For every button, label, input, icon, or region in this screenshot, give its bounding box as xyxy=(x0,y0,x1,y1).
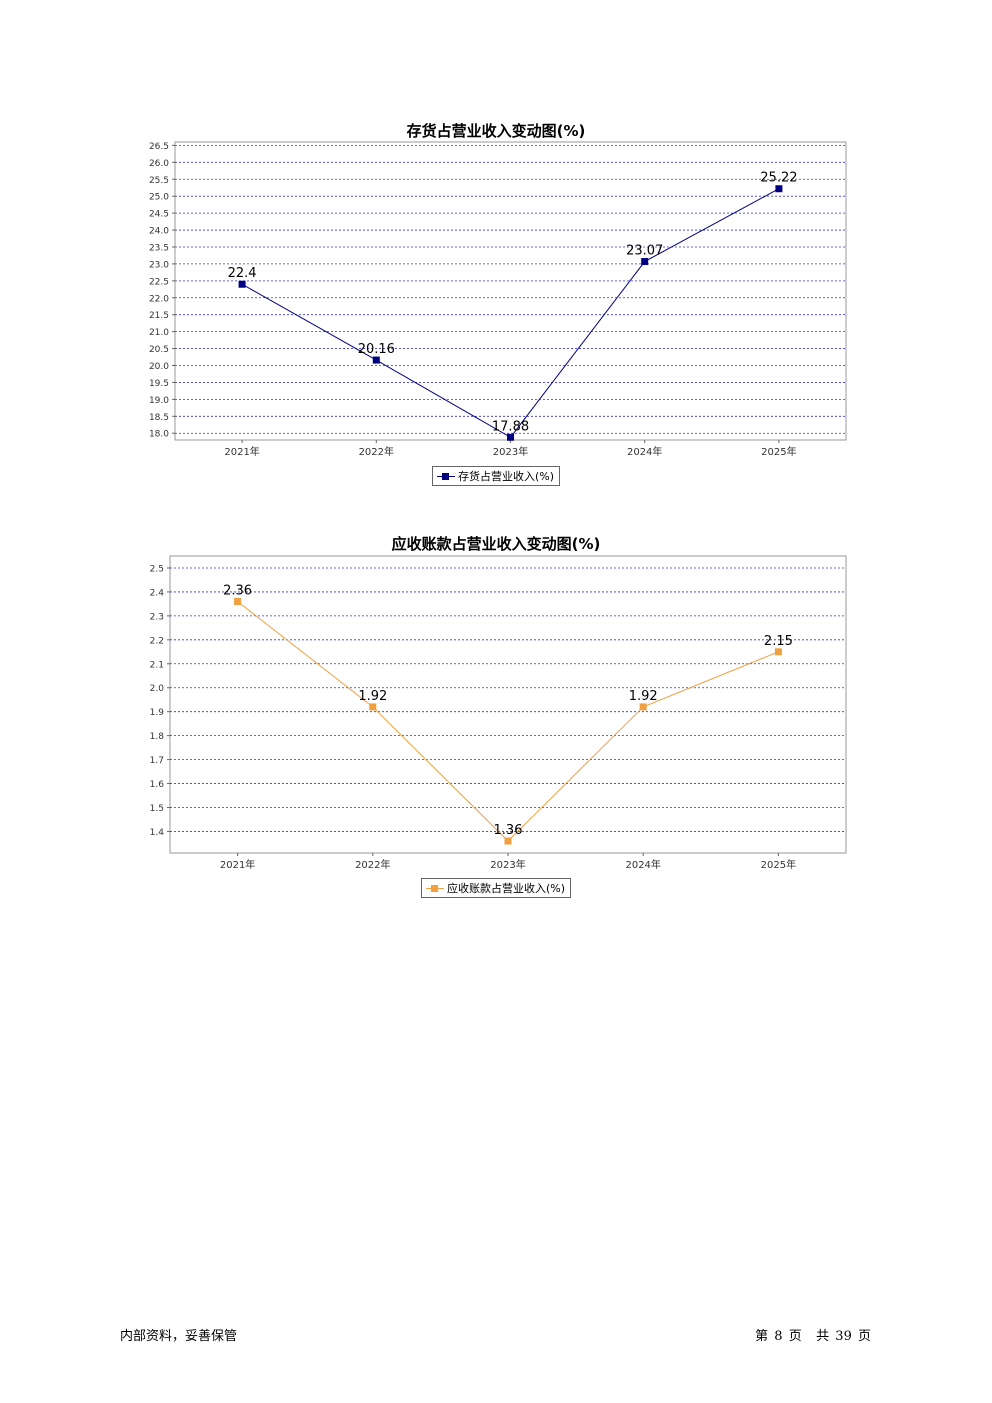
x-tick-label: 2021年 xyxy=(220,858,255,871)
data-label: 17.88 xyxy=(492,419,529,434)
chart-title: 存货占营业收入变动图(%) xyxy=(406,122,586,140)
x-tick-label: 2023年 xyxy=(493,445,528,458)
data-point xyxy=(775,185,783,193)
y-tick-label: 21.0 xyxy=(149,328,169,338)
y-tick-label: 22.5 xyxy=(149,277,169,287)
plot-area xyxy=(169,555,847,854)
y-tick-label: 23.0 xyxy=(149,260,169,270)
data-label: 1.92 xyxy=(358,689,387,704)
x-tick-label: 2022年 xyxy=(355,858,390,871)
data-label: 25.22 xyxy=(760,171,797,186)
y-tick-label: 18.0 xyxy=(149,430,169,440)
data-label: 2.15 xyxy=(764,634,793,649)
x-tick-label: 2022年 xyxy=(359,445,394,458)
y-tick-label: 2.3 xyxy=(150,612,164,622)
chart-legend: 存货占营业收入(%) xyxy=(432,466,561,486)
data-label: 1.36 xyxy=(494,823,523,838)
data-label: 22.4 xyxy=(228,266,257,281)
y-tick-label: 1.8 xyxy=(150,732,165,742)
x-tick-label: 2024年 xyxy=(625,858,660,871)
y-tick-label: 20.5 xyxy=(149,345,169,355)
legend-label: 应收账款占营业收入(%) xyxy=(447,882,566,895)
y-tick-label: 26.5 xyxy=(149,142,169,152)
x-tick-label: 2024年 xyxy=(627,445,662,458)
y-tick-label: 18.5 xyxy=(149,413,169,423)
legend-label: 存货占营业收入(%) xyxy=(458,470,555,483)
y-tick-label: 22.0 xyxy=(149,294,169,304)
data-point xyxy=(369,703,377,711)
y-tick-label: 2.1 xyxy=(150,660,164,670)
y-tick-label: 1.6 xyxy=(150,780,165,790)
data-point xyxy=(238,280,246,288)
legend-line-marker-icon xyxy=(437,472,455,480)
page-total-prefix: 共 xyxy=(816,1329,830,1344)
x-tick-label: 2021年 xyxy=(224,445,259,458)
y-tick-label: 2.0 xyxy=(150,684,165,694)
y-tick-label: 2.2 xyxy=(150,636,164,646)
chart-legend: 应收账款占营业收入(%) xyxy=(421,878,572,898)
data-label: 1.92 xyxy=(629,689,658,704)
data-point xyxy=(372,356,380,364)
y-tick-label: 1.4 xyxy=(150,828,165,838)
plot-area xyxy=(174,141,847,441)
page-current: 8 xyxy=(774,1329,783,1344)
y-tick-label: 24.0 xyxy=(149,227,169,237)
y-tick-label: 1.5 xyxy=(150,804,164,814)
y-tick-label: 25.5 xyxy=(149,176,169,186)
legend-line-marker-icon xyxy=(426,884,444,892)
data-point xyxy=(504,837,512,845)
data-label: 2.36 xyxy=(223,584,252,599)
y-tick-label: 19.5 xyxy=(149,379,169,389)
y-tick-label: 19.0 xyxy=(149,396,169,406)
y-tick-label: 23.5 xyxy=(149,243,169,253)
y-tick-label: 1.7 xyxy=(150,756,164,766)
data-point xyxy=(507,433,514,441)
y-tick-label: 24.5 xyxy=(149,210,169,220)
page-mid: 页 xyxy=(788,1329,802,1344)
page-prefix: 第 xyxy=(755,1329,769,1344)
data-label: 23.07 xyxy=(626,244,663,259)
x-tick-label: 2025年 xyxy=(761,445,796,458)
data-point xyxy=(641,258,649,266)
x-tick-label: 2025年 xyxy=(761,858,796,871)
data-label: 20.16 xyxy=(358,342,395,357)
y-tick-label: 20.0 xyxy=(149,362,169,372)
chart-canvas: 18.0 18.5 19.0 19.5 20.0 20.5 21.0 21.5 22.0 22.5… xyxy=(149,141,847,458)
y-tick-label: 1.9 xyxy=(150,708,165,718)
data-point xyxy=(234,598,242,606)
page-total: 39 xyxy=(835,1329,852,1344)
y-tick-label: 25.0 xyxy=(149,193,169,203)
footer-page-number: 第 8 页 共 39 页 xyxy=(754,1325,872,1344)
y-tick-label: 2.4 xyxy=(150,588,165,598)
data-point xyxy=(639,703,647,711)
footer-confidential-note: 内部资料，妥善保管 xyxy=(120,1329,238,1344)
chart-canvas: 1.4 1.5 1.6 1.7 1.8 1.9 2.0 2.1 2.2 2.3 2.4 2.5 2021… xyxy=(150,555,847,871)
data-point xyxy=(774,648,782,656)
y-tick-label: 21.5 xyxy=(149,311,169,321)
page-suffix: 页 xyxy=(857,1329,871,1344)
y-tick-label: 26.0 xyxy=(149,159,169,169)
x-tick-label: 2023年 xyxy=(490,858,525,871)
chart-title: 应收账款占营业收入变动图(%) xyxy=(391,535,601,553)
y-tick-label: 2.5 xyxy=(150,564,164,574)
